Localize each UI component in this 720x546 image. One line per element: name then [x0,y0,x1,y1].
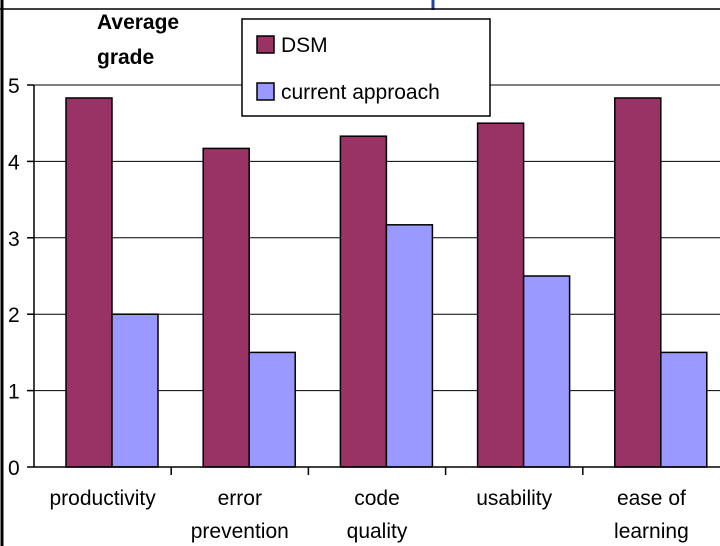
bar-current-approach [385,224,434,468]
x-category-label: error [218,487,262,510]
bar-current-approach [660,351,708,468]
x-category-label: quality [347,520,408,543]
y-tick-label: 0 [8,457,20,480]
x-category-label: ease of [617,487,686,510]
bar-current-approach [248,351,296,468]
bars [65,97,708,468]
axes: 0 1 2 3 4 5 productivity error prevention code qua… [8,75,720,543]
x-category-label: productivity [49,487,156,510]
legend: DSM current approach [241,18,491,117]
bar-current-approach [522,275,571,468]
bar-dsm [476,122,525,468]
y-tick-label: 4 [8,151,20,174]
legend-label-dsm: DSM [281,34,328,57]
x-category-label: usability [476,487,552,510]
bar-dsm [65,97,113,468]
bar-dsm [614,97,662,468]
x-category-label: learning [614,520,689,543]
legend-box [241,18,491,117]
y-tick-label: 5 [8,75,20,98]
legend-swatch-dsm [256,35,275,54]
y-tick-label: 1 [8,381,20,404]
y-axis-title-line-2: grade [97,46,154,69]
bar-dsm [339,135,388,468]
x-category-label: prevention [191,520,289,543]
y-axis-title-line-1: Average [97,11,179,34]
y-tick-label: 2 [8,304,20,327]
legend-swatch-current-approach [256,82,275,101]
y-tick-label: 3 [8,228,20,251]
bar-dsm [202,147,250,468]
legend-label-current-approach: current approach [281,81,440,104]
bar-current-approach [111,313,159,468]
x-category-label: code [354,487,400,510]
